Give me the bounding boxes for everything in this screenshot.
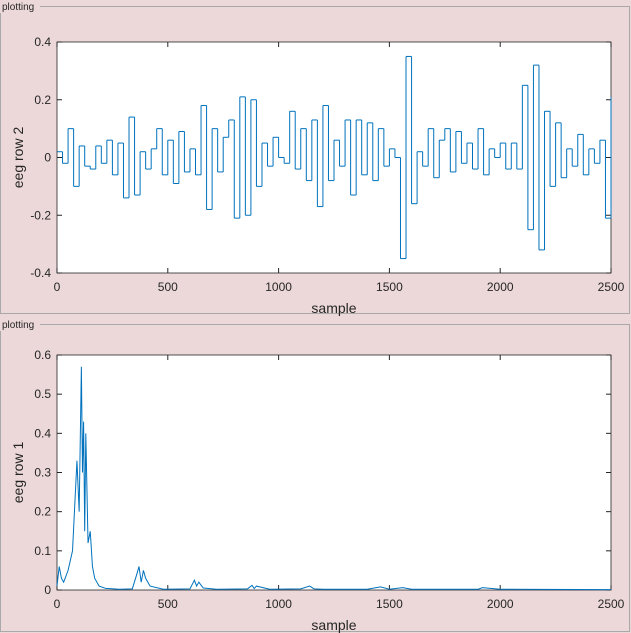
y-tick-label: 0 xyxy=(44,583,51,597)
y-tick-label: -0.2 xyxy=(30,208,51,222)
panel-border xyxy=(0,6,630,314)
panel-title-bg xyxy=(0,318,40,331)
data-line xyxy=(56,366,612,591)
panel-title-bg xyxy=(0,0,40,13)
x-tick-label: 500 xyxy=(158,597,178,611)
x-tick-label: 0 xyxy=(54,597,61,611)
x-tick-label: 1000 xyxy=(265,280,292,294)
y-axis-label: eeg row 1 xyxy=(10,442,26,504)
x-tick-label: 2500 xyxy=(598,597,625,611)
x-tick-label: 2000 xyxy=(487,280,514,294)
x-tick-label: 1000 xyxy=(265,597,292,611)
y-axis-label: eeg row 2 xyxy=(10,127,26,189)
y-tick-label: 0.4 xyxy=(34,35,51,49)
panel-title: plotting xyxy=(2,2,34,13)
x-tick-label: 500 xyxy=(158,280,178,294)
y-tick-label: 0.4 xyxy=(34,426,51,440)
y-tick-label: 0 xyxy=(44,151,51,165)
x-axis-label: sample xyxy=(311,617,356,633)
x-axis-label: sample xyxy=(311,300,356,316)
x-tick-label: 0 xyxy=(54,280,61,294)
y-tick-label: 0.1 xyxy=(34,544,51,558)
y-tick-label: -0.4 xyxy=(30,266,51,280)
y-tick-label: 0.3 xyxy=(34,466,51,480)
step-risers xyxy=(62,56,612,259)
panel-title: plotting xyxy=(2,320,34,331)
x-tick-label: 2000 xyxy=(487,597,514,611)
y-tick-label: 0.6 xyxy=(34,348,51,362)
x-tick-label: 2500 xyxy=(598,280,625,294)
y-tick-label: 0.5 xyxy=(34,387,51,401)
y-tick-label: 0.2 xyxy=(34,505,51,519)
panel-border xyxy=(0,324,630,632)
plot-area xyxy=(56,354,612,591)
x-tick-label: 1500 xyxy=(376,597,403,611)
x-tick-label: 1500 xyxy=(376,280,403,294)
y-tick-label: 0.2 xyxy=(34,93,51,107)
